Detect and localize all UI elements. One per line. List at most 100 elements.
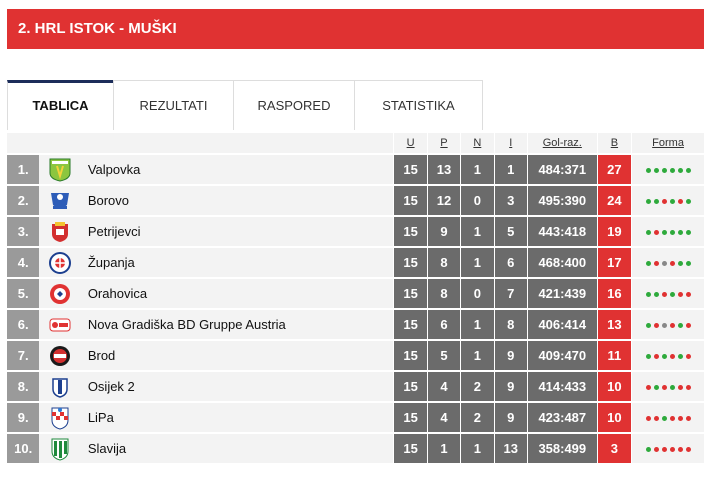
form-result-icon (645, 354, 651, 360)
draws-cell: 1 (460, 341, 494, 370)
form-result-icon (669, 230, 675, 236)
tab-bar: TABLICA REZULTATI RASPORED STATISTIKA (7, 80, 483, 130)
form-result-icon (669, 292, 675, 298)
team-name-link[interactable]: Županja (79, 248, 394, 277)
goals-cell: 421:439 (526, 279, 597, 308)
draws-cell: 0 (460, 186, 494, 215)
form-cell (631, 279, 704, 308)
form-cell (631, 372, 704, 401)
team-name-link[interactable]: LiPa (79, 403, 394, 432)
rank-cell: 10. (7, 434, 40, 463)
form-result-icon (669, 323, 675, 329)
form-cell (631, 434, 704, 463)
form-result-icon (685, 385, 691, 391)
form-result-icon (661, 199, 667, 205)
form-result-icon (653, 168, 659, 174)
form-result-icon (661, 416, 667, 422)
losses-cell: 9 (493, 372, 527, 401)
tab-tablica[interactable]: TABLICA (7, 80, 114, 130)
team-name-link[interactable]: Brod (79, 341, 394, 370)
losses-cell: 5 (493, 217, 527, 246)
rank-cell: 2. (7, 186, 40, 215)
form-result-icon (669, 416, 675, 422)
rank-cell: 4. (7, 248, 40, 277)
rank-cell: 9. (7, 403, 40, 432)
form-result-icon (653, 292, 659, 298)
points-cell: 13 (596, 310, 632, 339)
header-draws[interactable]: N (460, 133, 494, 153)
header-rank (7, 133, 40, 153)
wins-cell: 8 (426, 279, 461, 308)
form-result-icon (669, 168, 675, 174)
form-result-icon (685, 292, 691, 298)
form-result-icon (677, 261, 683, 267)
table-row: 9. LiPa 15 4 2 9 423:487 10 (7, 403, 704, 432)
form-result-icon (677, 168, 683, 174)
points-cell: 10 (596, 372, 632, 401)
form-result-icon (669, 447, 675, 453)
wins-cell: 5 (426, 341, 461, 370)
draws-cell: 1 (460, 248, 494, 277)
wins-cell: 8 (426, 248, 461, 277)
rank-cell: 6. (7, 310, 40, 339)
team-name-link[interactable]: Slavija (79, 434, 394, 463)
header-losses[interactable]: I (493, 133, 527, 153)
wins-cell: 13 (426, 155, 461, 184)
form-result-icon (685, 199, 691, 205)
table-row: 5. Orahovica 15 8 0 7 421:439 16 (7, 279, 704, 308)
form-result-icon (645, 447, 651, 453)
team-name-link[interactable]: Petrijevci (79, 217, 394, 246)
form-result-icon (677, 354, 683, 360)
form-result-icon (661, 261, 667, 267)
header-form[interactable]: Forma (631, 133, 704, 153)
goals-cell: 484:371 (526, 155, 597, 184)
form-result-icon (645, 199, 651, 205)
team-name-link[interactable]: Osijek 2 (79, 372, 394, 401)
form-cell (631, 186, 704, 215)
form-result-icon (653, 323, 659, 329)
form-result-icon (661, 447, 667, 453)
form-result-icon (645, 261, 651, 267)
header-logo (39, 133, 80, 153)
wins-cell: 1 (426, 434, 461, 463)
header-played[interactable]: U (393, 133, 427, 153)
rank-cell: 8. (7, 372, 40, 401)
points-cell: 19 (596, 217, 632, 246)
form-result-icon (645, 323, 651, 329)
team-name-link[interactable]: Orahovica (79, 279, 394, 308)
team-name-link[interactable]: Nova Gradiška BD Gruppe Austria (79, 310, 394, 339)
form-result-icon (645, 385, 651, 391)
losses-cell: 7 (493, 279, 527, 308)
points-cell: 11 (596, 341, 632, 370)
goals-cell: 358:499 (526, 434, 597, 463)
form-result-icon (653, 447, 659, 453)
team-logo-icon (39, 279, 80, 308)
goals-cell: 406:414 (526, 310, 597, 339)
team-logo-icon (39, 248, 80, 277)
form-result-icon (661, 292, 667, 298)
header-points[interactable]: B (596, 133, 632, 153)
form-cell (631, 217, 704, 246)
points-cell: 27 (596, 155, 632, 184)
form-result-icon (677, 447, 683, 453)
wins-cell: 4 (426, 372, 461, 401)
team-name-link[interactable]: Borovo (79, 186, 394, 215)
team-logo-icon (39, 341, 80, 370)
form-result-icon (653, 416, 659, 422)
form-result-icon (653, 354, 659, 360)
form-result-icon (685, 323, 691, 329)
tab-raspored[interactable]: RASPORED (233, 80, 355, 130)
form-result-icon (677, 230, 683, 236)
team-logo-icon (39, 434, 80, 463)
team-logo-icon (39, 217, 80, 246)
header-goal-difference[interactable]: Gol-raz. (526, 133, 597, 153)
rank-cell: 5. (7, 279, 40, 308)
rank-cell: 3. (7, 217, 40, 246)
draws-cell: 1 (460, 155, 494, 184)
header-wins[interactable]: P (426, 133, 461, 153)
tab-statistika[interactable]: STATISTIKA (354, 80, 483, 130)
table-row: 8. Osijek 2 15 4 2 9 414:433 10 (7, 372, 704, 401)
team-name-link[interactable]: Valpovka (79, 155, 394, 184)
played-cell: 15 (393, 217, 427, 246)
tab-rezultati[interactable]: REZULTATI (113, 80, 234, 130)
